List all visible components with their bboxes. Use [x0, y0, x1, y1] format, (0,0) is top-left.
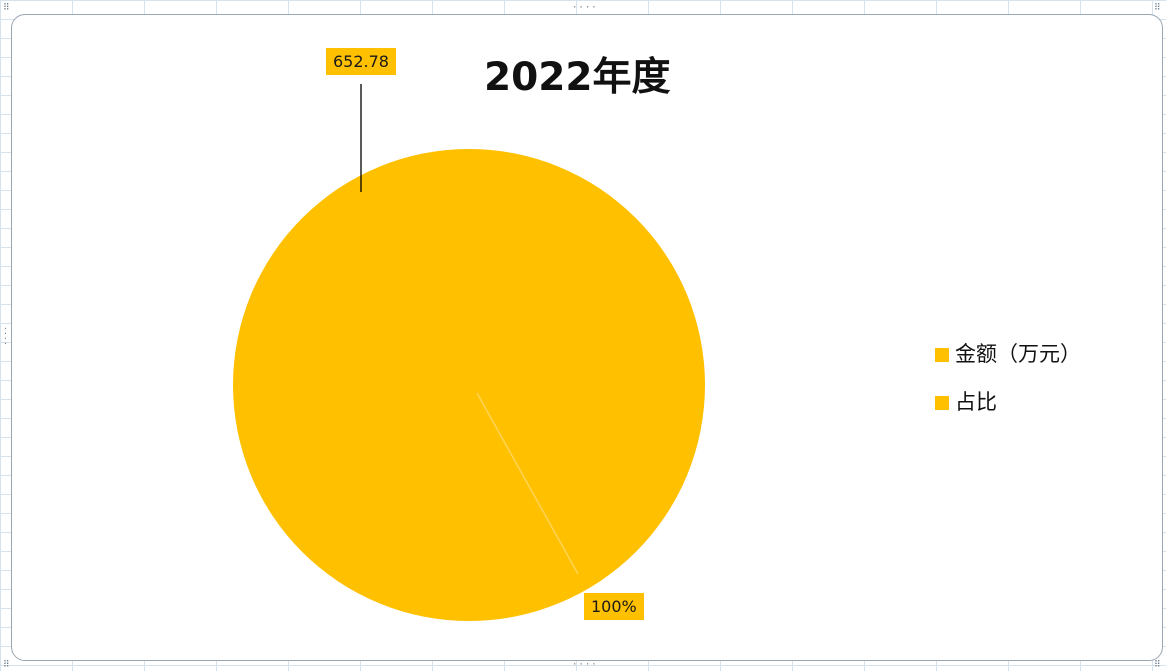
resize-handle-bottom[interactable]: ····	[572, 660, 598, 670]
legend-swatch-amount	[935, 348, 949, 362]
resize-handle-top[interactable]: ····	[572, 3, 598, 13]
legend[interactable]: 金额（万元） 占比	[935, 340, 1081, 436]
pie-slice-seam	[476, 392, 579, 575]
resize-handle-bottom-right[interactable]: ⠿	[1154, 660, 1162, 670]
legend-label-amount: 金额（万元）	[955, 342, 1081, 366]
legend-item-percent[interactable]: 占比	[935, 388, 1081, 414]
data-label-amount[interactable]: 652.78	[326, 48, 396, 75]
data-label-percent[interactable]: 100%	[584, 593, 644, 620]
legend-label-percent: 占比	[955, 390, 997, 414]
legend-item-amount[interactable]: 金额（万元）	[935, 340, 1081, 366]
resize-handle-left[interactable]: · · · ·	[3, 324, 9, 348]
legend-swatch-percent	[935, 396, 949, 410]
pie-slice[interactable]	[233, 149, 705, 621]
resize-handle-top-left[interactable]: ⠿	[3, 3, 11, 13]
chart-title[interactable]: 2022年度	[484, 55, 671, 100]
resize-handle-bottom-left[interactable]: ⠿	[3, 660, 11, 670]
resize-handle-top-right[interactable]: ⠿	[1154, 3, 1162, 13]
